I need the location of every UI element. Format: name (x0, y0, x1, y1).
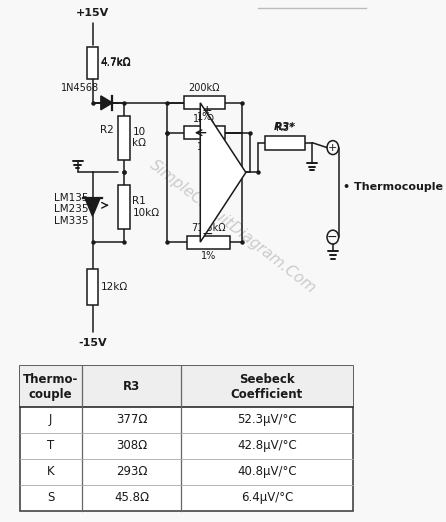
Text: R3*: R3* (274, 122, 296, 132)
Bar (187, 235, 230, 248)
Bar (118, 185, 130, 229)
Text: Thermo-
couple: Thermo- couple (23, 373, 78, 400)
Text: 1%: 1% (197, 112, 212, 122)
Bar (118, 116, 130, 160)
Text: R1
10kΩ: R1 10kΩ (132, 196, 159, 218)
Polygon shape (200, 103, 246, 242)
Text: T: T (47, 439, 54, 452)
Bar (184, 126, 225, 139)
Text: 45.8Ω: 45.8Ω (114, 491, 149, 504)
Bar (20, 366, 353, 407)
Polygon shape (101, 96, 112, 110)
Text: -15V: -15V (78, 338, 107, 348)
Bar (20, 366, 353, 511)
Text: 52.3μV/°C: 52.3μV/°C (237, 413, 297, 426)
Text: LM135
LM235
LM335: LM135 LM235 LM335 (54, 193, 88, 226)
Text: +15V: +15V (76, 8, 109, 18)
Text: +: + (202, 104, 212, 117)
Text: R3: R3 (123, 380, 140, 393)
Text: J: J (49, 413, 52, 426)
Text: • Thermocouple: • Thermocouple (343, 182, 443, 193)
Text: 4.7kΩ: 4.7kΩ (101, 58, 132, 68)
Text: −: − (327, 231, 337, 244)
Text: 4.7kΩ: 4.7kΩ (101, 58, 132, 68)
Text: R3*: R3* (277, 123, 294, 133)
Polygon shape (85, 198, 100, 216)
Text: −: − (201, 227, 213, 241)
Text: 71.5kΩ: 71.5kΩ (191, 223, 226, 233)
Text: 42.8μV/°C: 42.8μV/°C (237, 439, 297, 452)
Text: 293Ω: 293Ω (116, 465, 147, 478)
Text: 1N4568: 1N4568 (61, 83, 99, 93)
Bar (87, 47, 98, 79)
Text: 377Ω: 377Ω (116, 413, 147, 426)
Text: 200kΩ: 200kΩ (189, 84, 220, 93)
Text: 6.4μV/°C: 6.4μV/°C (241, 491, 293, 504)
Text: S: S (47, 491, 54, 504)
Text: R2: R2 (100, 125, 114, 135)
Text: 12kΩ: 12kΩ (101, 282, 128, 292)
Text: K: K (47, 465, 54, 478)
Text: 1%: 1% (197, 141, 212, 151)
Text: 10
kΩ: 10 kΩ (132, 127, 146, 148)
Text: SimpleCircuitDiagram.Com: SimpleCircuitDiagram.Com (147, 158, 319, 296)
Bar (184, 97, 225, 109)
Text: Seebeck
Coefficient: Seebeck Coefficient (231, 373, 303, 400)
Text: 1MΩ: 1MΩ (194, 114, 215, 124)
Bar (265, 136, 305, 150)
Text: +: + (327, 143, 337, 152)
Text: 40.8μV/°C: 40.8μV/°C (237, 465, 297, 478)
Text: 4.7kΩ: 4.7kΩ (101, 57, 132, 67)
Text: 308Ω: 308Ω (116, 439, 147, 452)
Text: 1%: 1% (201, 251, 216, 261)
Bar (87, 269, 98, 305)
